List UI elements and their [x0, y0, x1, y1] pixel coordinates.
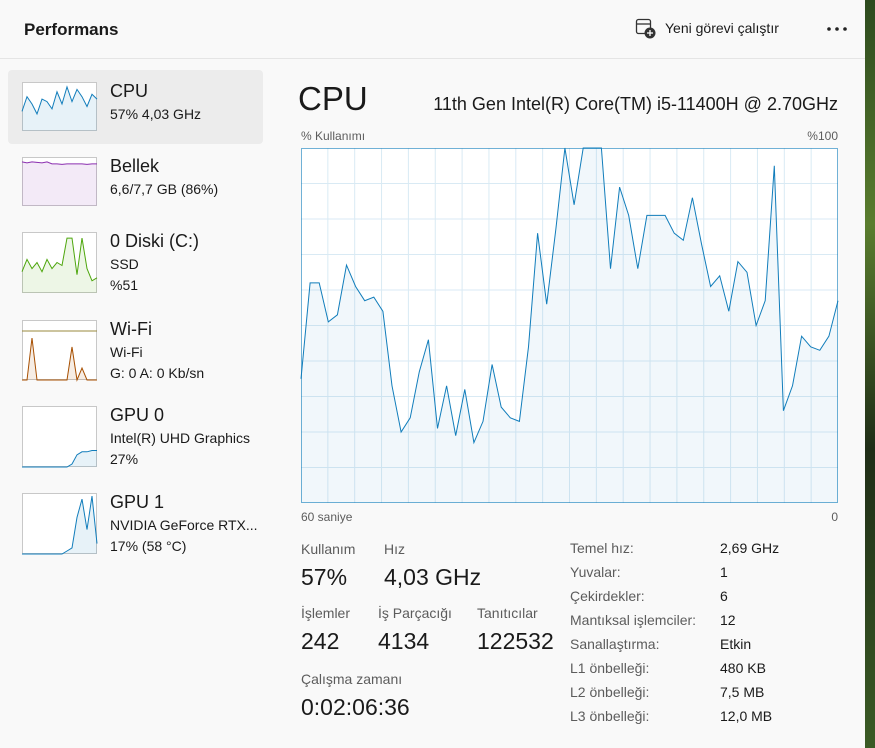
header-divider	[0, 58, 865, 59]
thumbnail	[22, 406, 97, 468]
stat-label: Tanıtıcılar	[477, 605, 538, 621]
detail-title: CPU	[298, 80, 368, 117]
thumbnail-area	[22, 238, 97, 293]
page-title: Performans	[24, 20, 119, 39]
thumbnail	[21, 82, 98, 131]
sparkline	[21, 161, 97, 165]
stat-value: 242	[301, 628, 340, 654]
sparkline	[21, 85, 98, 116]
cpu-model: 11th Gen Intel(R) Core(TM) i5-11400H @ 2…	[433, 94, 838, 114]
item-detail: 27%	[110, 451, 139, 467]
usage-line	[300, 147, 839, 445]
thumbnail-area	[22, 496, 97, 554]
item-detail: 17% (58 °C)	[110, 538, 187, 554]
thumbnail	[21, 232, 98, 293]
spec-value: 2,69 GHz	[720, 540, 780, 556]
spec-value: 480 KB	[720, 660, 766, 676]
thumbnail-frame	[22, 493, 97, 554]
stat-value: 57%	[301, 564, 348, 590]
spec-value: 12,0 MB	[720, 708, 773, 724]
spec-value: Etkin	[720, 636, 752, 652]
spec-label: Çekirdekler:	[570, 588, 645, 604]
item-title: GPU 0	[110, 405, 165, 425]
item-title: 0 Diski (C:)	[110, 231, 199, 251]
item-detail: SSD	[110, 256, 139, 272]
thumbnail-frame	[22, 232, 97, 293]
spec-label: Yuvalar:	[570, 564, 621, 580]
stat-label: Hız	[384, 541, 405, 557]
desktop-background	[865, 0, 875, 748]
spec-value: 1	[720, 564, 728, 580]
sparkline	[21, 237, 98, 282]
thumbnail-area	[22, 161, 97, 206]
item-title: GPU 1	[110, 492, 165, 512]
item-detail: NVIDIA GeForce RTX...	[110, 517, 258, 533]
item-detail: 6,6/7,7 GB (86%)	[110, 181, 219, 197]
stat-label: İş Parçacığı	[378, 605, 452, 621]
sparkline	[22, 496, 98, 555]
spec-label: L3 önbelleği:	[570, 708, 650, 724]
graph-y-label: % Kullanımı	[301, 129, 366, 143]
usage-area	[301, 148, 838, 503]
item-detail: 57% 4,03 GHz	[110, 106, 202, 122]
run-task-button[interactable]: Yeni görevi çalıştır	[665, 20, 779, 36]
item-detail: G: 0 A: 0 Kb/sn	[110, 365, 205, 381]
spec-label: Sanallaştırma:	[570, 636, 660, 652]
graph-x-left: 60 saniye	[301, 510, 353, 524]
spec-label: Temel hız:	[570, 540, 634, 556]
spec-value: 12	[720, 612, 736, 628]
stat-label: Kullanım	[301, 541, 356, 557]
item-detail: Wi-Fi	[110, 344, 143, 360]
item-title: CPU	[110, 81, 149, 101]
spec-label: L1 önbelleği:	[570, 660, 650, 676]
stat-value: 4,03 GHz	[384, 564, 482, 590]
stat-label: İşlemler	[301, 605, 351, 621]
thumbnail-area	[22, 338, 97, 380]
thumbnail	[22, 320, 97, 382]
stat-value: 0:02:06:36	[301, 694, 410, 720]
item-detail: %51	[110, 277, 139, 293]
stat-label: Çalışma zamanı	[301, 671, 403, 687]
sparkline	[22, 337, 97, 382]
stat-value: 4134	[378, 628, 430, 654]
item-title: Wi-Fi	[110, 319, 152, 339]
thumbnail-frame	[22, 157, 97, 206]
thumbnail-area	[22, 86, 97, 131]
spec-label: Mantıksal işlemciler:	[570, 612, 697, 628]
item-title: Bellek	[110, 156, 160, 176]
spec-value: 7,5 MB	[720, 684, 765, 700]
run-task-icon[interactable]	[635, 18, 657, 40]
graph-y-max: %100	[807, 129, 838, 143]
item-detail: Intel(R) UHD Graphics	[110, 430, 251, 446]
more-menu[interactable]	[826, 26, 848, 32]
spec-label: L2 önbelleği:	[570, 684, 650, 700]
thumbnail-frame	[22, 406, 97, 467]
sparkline	[22, 450, 97, 468]
thumbnail-frame	[22, 82, 97, 131]
cpu-graph	[300, 147, 839, 503]
graph-frame	[301, 148, 838, 503]
spec-value: 6	[720, 588, 728, 604]
thumbnail	[22, 493, 98, 555]
thumbnail	[21, 157, 97, 206]
graph-x-right: 0	[831, 510, 838, 524]
stat-value: 122532	[477, 628, 554, 654]
